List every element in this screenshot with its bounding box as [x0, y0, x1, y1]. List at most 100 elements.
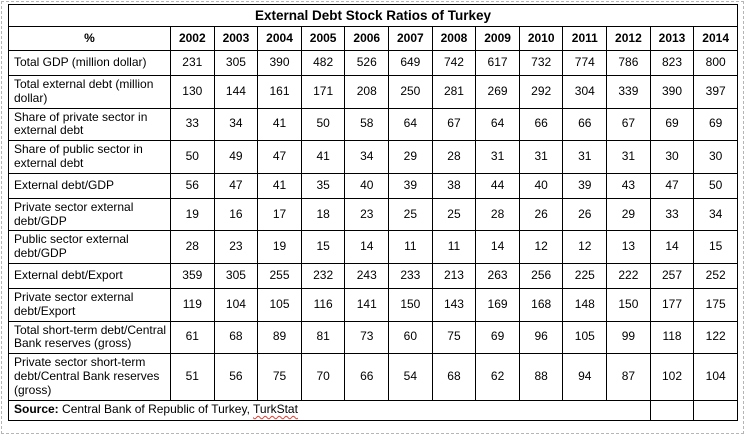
value-cell: 19: [170, 197, 215, 232]
row-label: Total external debt (million dollar): [8, 75, 171, 109]
table-row: Total short-term debt/Central Bank reser…: [8, 320, 738, 355]
row-label: External debt/GDP: [8, 172, 171, 199]
value-cell: 33: [649, 197, 695, 232]
value-cell: 144: [213, 75, 259, 109]
value-cell: 104: [213, 287, 259, 322]
value-cell: 281: [431, 75, 477, 109]
value-cell: 23: [344, 197, 390, 232]
source-text: Central Bank of Republic of Turkey,: [62, 402, 254, 417]
value-cell: 25: [431, 197, 477, 232]
value-cell: 28: [431, 140, 477, 174]
row-label: Private sector short-term debt/Central B…: [8, 353, 171, 401]
value-cell: 33: [170, 107, 215, 142]
column-header-year: 2005: [300, 26, 346, 51]
value-cell: 141: [344, 287, 390, 322]
value-cell: 61: [170, 320, 215, 355]
value-cell: 66: [344, 353, 390, 401]
value-cell: 171: [300, 75, 346, 109]
value-cell: 70: [300, 353, 346, 401]
value-cell: 69: [649, 107, 695, 142]
value-cell: 41: [300, 140, 346, 174]
row-label: Private sector external debt/Export: [8, 287, 171, 322]
value-cell: 122: [693, 320, 738, 355]
value-cell: 69: [475, 320, 520, 355]
value-cell: 49: [213, 140, 259, 174]
value-cell: 64: [475, 107, 520, 142]
value-cell: 68: [213, 320, 259, 355]
value-cell: 263: [475, 262, 520, 289]
value-cell: 208: [344, 75, 390, 109]
value-cell: 12: [562, 230, 608, 264]
value-cell: 232: [300, 262, 346, 289]
value-cell: 28: [475, 197, 520, 232]
value-cell: 81: [300, 320, 346, 355]
column-header-year: 2010: [518, 26, 564, 51]
value-cell: 96: [518, 320, 564, 355]
value-cell: 143: [431, 287, 477, 322]
value-cell: 742: [431, 50, 477, 76]
value-cell: 66: [562, 107, 608, 142]
value-cell: 292: [518, 75, 564, 109]
value-cell: 31: [606, 140, 651, 174]
value-cell: 339: [606, 75, 651, 109]
value-cell: 35: [300, 172, 346, 199]
value-cell: 148: [562, 287, 608, 322]
row-label: Share of private sector in external debt: [8, 107, 171, 142]
value-cell: 649: [388, 50, 433, 76]
value-cell: 40: [344, 172, 390, 199]
value-cell: 41: [257, 107, 302, 142]
value-cell: 58: [344, 107, 390, 142]
value-cell: 390: [257, 50, 302, 76]
table-title-row: External Debt Stock Ratios of Turkey: [8, 4, 738, 27]
value-cell: 43: [606, 172, 651, 199]
table-row: Total GDP (million dollar) 231 305 390 482 52…: [8, 50, 738, 76]
value-cell: 50: [300, 107, 346, 142]
value-cell: 44: [475, 172, 520, 199]
value-cell: 18: [300, 197, 346, 232]
value-cell: 62: [475, 353, 520, 401]
column-header-year: 2004: [257, 26, 302, 51]
row-label: Private sector external debt/GDP: [8, 197, 171, 232]
value-cell: 47: [257, 140, 302, 174]
value-cell: 50: [170, 140, 215, 174]
value-cell: 14: [475, 230, 520, 264]
value-cell: 31: [518, 140, 564, 174]
row-label: Public sector external debt/GDP: [8, 230, 171, 264]
value-cell: 39: [388, 172, 433, 199]
value-cell: 305: [213, 50, 259, 76]
value-cell: 823: [649, 50, 695, 76]
value-cell: 67: [431, 107, 477, 142]
value-cell: 243: [344, 262, 390, 289]
value-cell: 75: [431, 320, 477, 355]
value-cell: 482: [300, 50, 346, 76]
value-cell: 29: [606, 197, 651, 232]
value-cell: 732: [518, 50, 564, 76]
value-cell: 29: [388, 140, 433, 174]
value-cell: 31: [475, 140, 520, 174]
table-row: External debt/GDP 56 47 41 35 40 39 38 44 40 39 43 4…: [8, 172, 738, 199]
value-cell: 41: [257, 172, 302, 199]
column-header-year: 2006: [344, 26, 390, 51]
value-cell: 11: [431, 230, 477, 264]
source-empty-cell-2014: [693, 399, 738, 421]
value-cell: 88: [518, 353, 564, 401]
value-cell: 34: [344, 140, 390, 174]
value-cell: 68: [431, 353, 477, 401]
value-cell: 774: [562, 50, 608, 76]
value-cell: 30: [649, 140, 695, 174]
value-cell: 26: [518, 197, 564, 232]
value-cell: 60: [388, 320, 433, 355]
row-label: Share of public sector in external debt: [8, 140, 171, 174]
column-header-year: 2003: [213, 26, 259, 51]
value-cell: 800: [693, 50, 738, 76]
value-cell: 12: [518, 230, 564, 264]
value-cell: 50: [693, 172, 738, 199]
value-cell: 213: [431, 262, 477, 289]
value-cell: 89: [257, 320, 302, 355]
table-row: Private sector short-term debt/Central B…: [8, 353, 738, 401]
column-header-year: 2009: [475, 26, 520, 51]
row-label: Total GDP (million dollar): [8, 50, 171, 76]
value-cell: 34: [213, 107, 259, 142]
source-label: Source:: [14, 402, 59, 417]
value-cell: 105: [257, 287, 302, 322]
